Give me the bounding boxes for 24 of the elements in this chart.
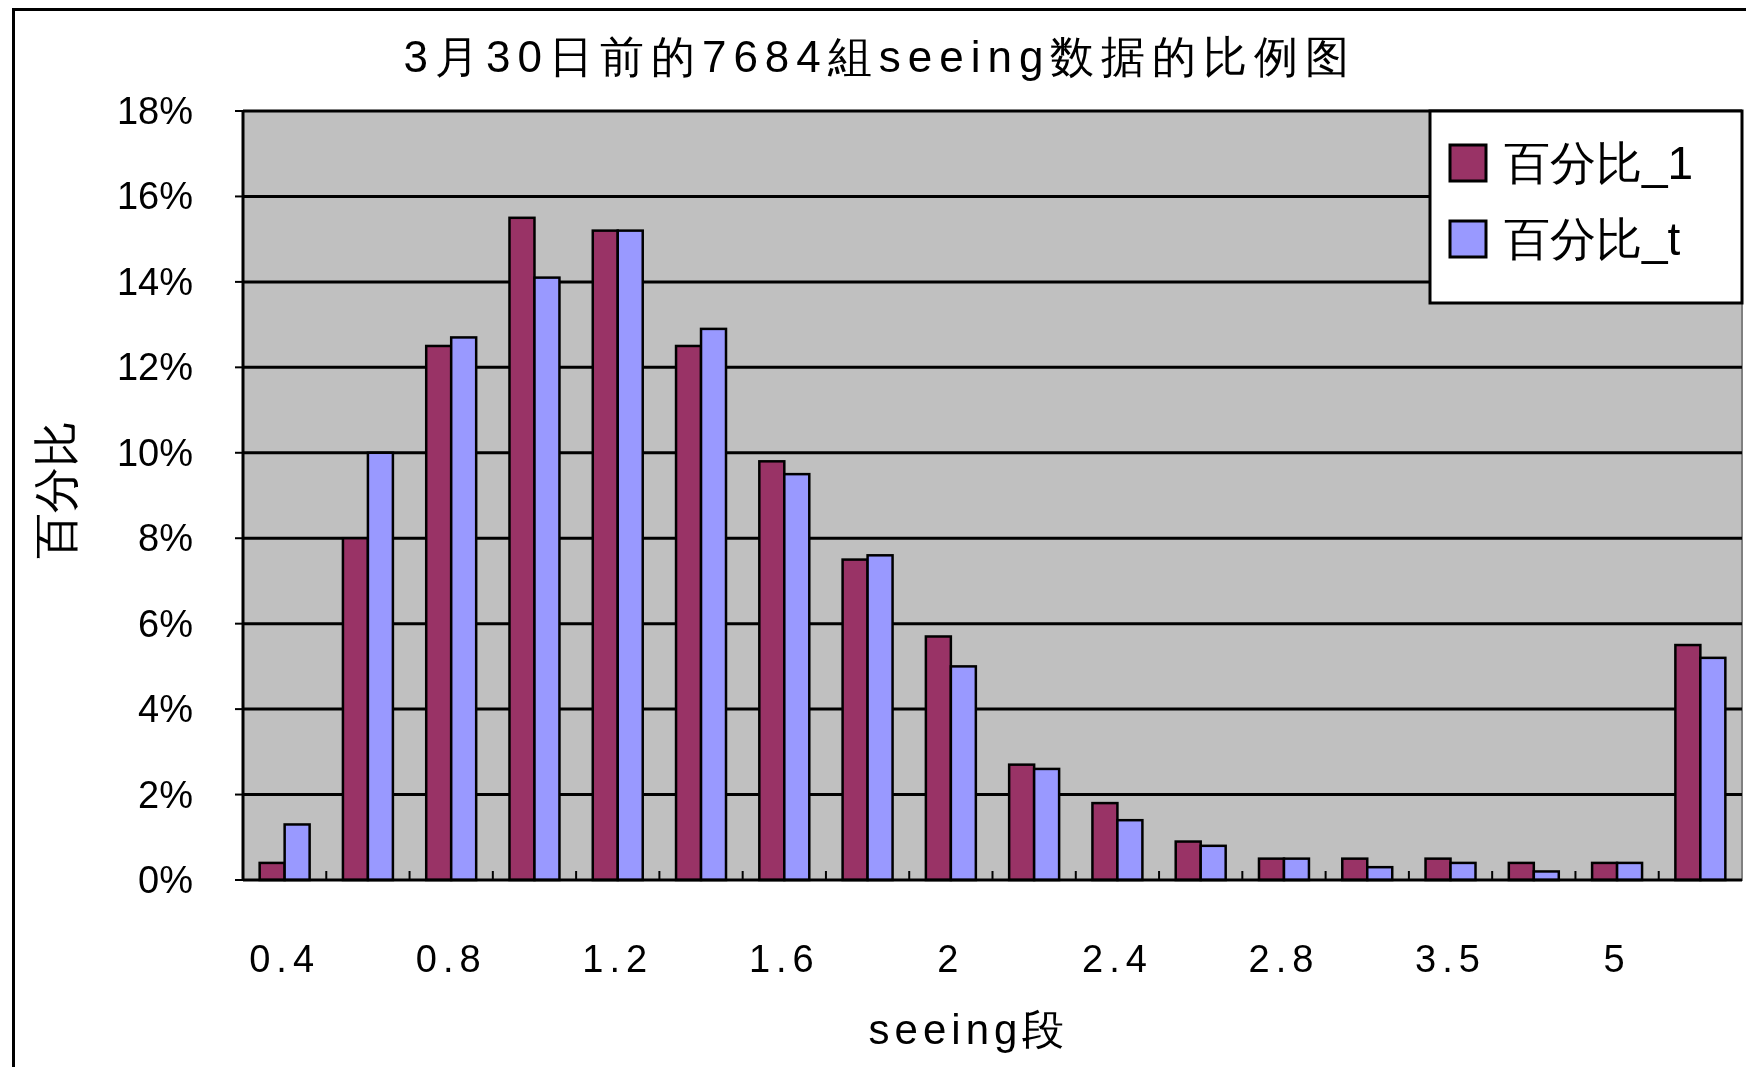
xtick-label: 2 xyxy=(937,938,965,980)
xtick-label: 0.8 xyxy=(415,938,487,980)
xtick-label: 5 xyxy=(1603,938,1631,980)
ylabel: 百分比 xyxy=(30,421,82,559)
title: 3月30日前的7684組seeing数据的比例图 xyxy=(403,32,1357,81)
legend-label: 百分比_1 xyxy=(1504,137,1694,189)
ytick-label: 8% xyxy=(138,517,193,560)
ytick-label: 0% xyxy=(138,859,193,901)
ytick-label: 10% xyxy=(116,431,193,474)
ytick-label: 12% xyxy=(116,346,193,389)
ytick-label: 18% xyxy=(116,90,193,132)
xlabel: seeing段 xyxy=(868,1006,1070,1053)
xtick-label: 2.4 xyxy=(1082,938,1153,980)
legend-label: 百分比_t xyxy=(1504,213,1681,265)
ytick-label: 4% xyxy=(138,688,193,731)
ytick-label: 14% xyxy=(116,260,193,303)
xtick-label: 1.6 xyxy=(748,938,820,980)
xtick-label: 0.4 xyxy=(249,938,321,980)
xtick-label: 1.2 xyxy=(582,938,654,980)
ytick-label: 16% xyxy=(116,175,193,218)
xtick-label: 3.5 xyxy=(1415,938,1486,980)
ytick-label: 6% xyxy=(138,602,193,645)
xtick-label: 2.8 xyxy=(1248,938,1320,980)
ytick-label: 2% xyxy=(138,773,193,816)
